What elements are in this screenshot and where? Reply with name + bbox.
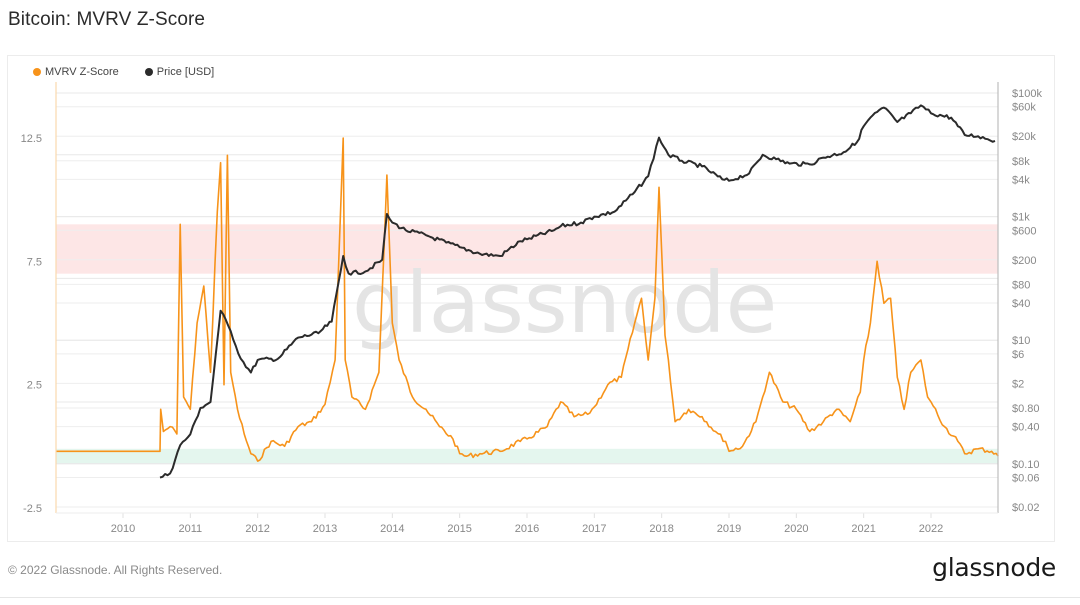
overvalued-zone-band [56, 224, 998, 274]
legend-item-price-usd[interactable]: Price [USD] [144, 66, 215, 78]
x-axis-tick-label: 2011 [179, 523, 203, 535]
x-axis-labels: 2010 2011 2012 2013 2014 2015 2016 2017 2018 2019… [111, 523, 943, 535]
x-axis-tick-label: 2019 [717, 523, 741, 535]
x-axis-tick-label: 2013 [313, 523, 337, 535]
right-y-axis-labels: $100k $60k $20k $8k $4k $1k$600 $200 $80 $40 $10 $… [1012, 88, 1042, 514]
left-axis-tick-label: 2.5 [27, 380, 42, 392]
orange-dot-icon [33, 68, 41, 76]
right-axis-tick-label: $100k [1012, 88, 1042, 100]
right-axis-tick-label: $0.10 [1012, 459, 1040, 471]
x-axis-tick-label: 2014 [380, 523, 404, 535]
x-axis-tick-label: 2018 [649, 523, 673, 535]
left-axis-tick-label: 12.5 [21, 133, 42, 145]
x-axis-tick-label: 2010 [111, 523, 135, 535]
right-axis-tick-label: $40 [1012, 298, 1030, 310]
right-axis-tick-label: $600 [1012, 225, 1036, 237]
right-axis-tick-label: $2 [1012, 378, 1024, 390]
right-axis-tick-label: $0.06 [1012, 473, 1040, 485]
left-axis-tick-label: -2.5 [23, 503, 42, 515]
right-axis-tick-label: $20k [1012, 131, 1036, 143]
bottom-divider [0, 597, 1080, 598]
mvrv-z-score-line[interactable] [55, 137, 999, 462]
legend-label: MVRV Z-Score [45, 66, 119, 78]
right-axis-tick-label: $0.02 [1012, 502, 1040, 514]
grid-lines [56, 92, 998, 518]
right-axis-tick-label: $80 [1012, 279, 1030, 291]
x-axis-tick-label: 2015 [447, 523, 471, 535]
right-axis-tick-label: $8k [1012, 156, 1030, 168]
price-line[interactable] [159, 104, 996, 479]
right-axis-tick-label: $10 [1012, 335, 1030, 347]
right-axis-tick-label: $0.80 [1012, 403, 1040, 415]
x-axis-tick-label: 2016 [515, 523, 539, 535]
right-axis-tick-label: $200 [1012, 255, 1036, 267]
data-lines [55, 104, 999, 479]
legend-item-mvrv-z-score[interactable]: MVRV Z-Score [33, 66, 119, 78]
right-axis-tick-label: $4k [1012, 174, 1030, 186]
legend-label: Price [USD] [156, 66, 215, 78]
x-axis-tick-label: 2021 [851, 523, 875, 535]
watermark: glassnode [352, 254, 777, 352]
right-axis-tick-label: $1k [1012, 212, 1030, 224]
left-axis-tick-label: 7.5 [27, 256, 42, 268]
right-axis-tick-label: $6 [1012, 349, 1024, 361]
right-axis-tick-label: $0.40 [1012, 422, 1040, 434]
x-axis-tick-label: 2020 [784, 523, 808, 535]
chart-legend: MVRV Z-Score Price [USD] [33, 66, 214, 78]
copyright-text: © 2022 Glassnode. All Rights Reserved. [8, 563, 223, 577]
x-axis-tick-label: 2012 [245, 523, 269, 535]
page-title: Bitcoin: MVRV Z-Score [8, 9, 206, 30]
left-y-axis-labels: 12.5 7.5 2.5 -2.5 [21, 133, 42, 515]
x-axis-tick-label: 2022 [919, 523, 943, 535]
black-dot-icon [144, 68, 153, 76]
glassnode-logo[interactable]: glassnode [932, 553, 1056, 582]
undervalued-zone-band [56, 448, 998, 464]
x-axis-tick-label: 2017 [582, 523, 606, 535]
threshold-bands [56, 224, 998, 464]
right-axis-tick-label: $60k [1012, 102, 1036, 114]
